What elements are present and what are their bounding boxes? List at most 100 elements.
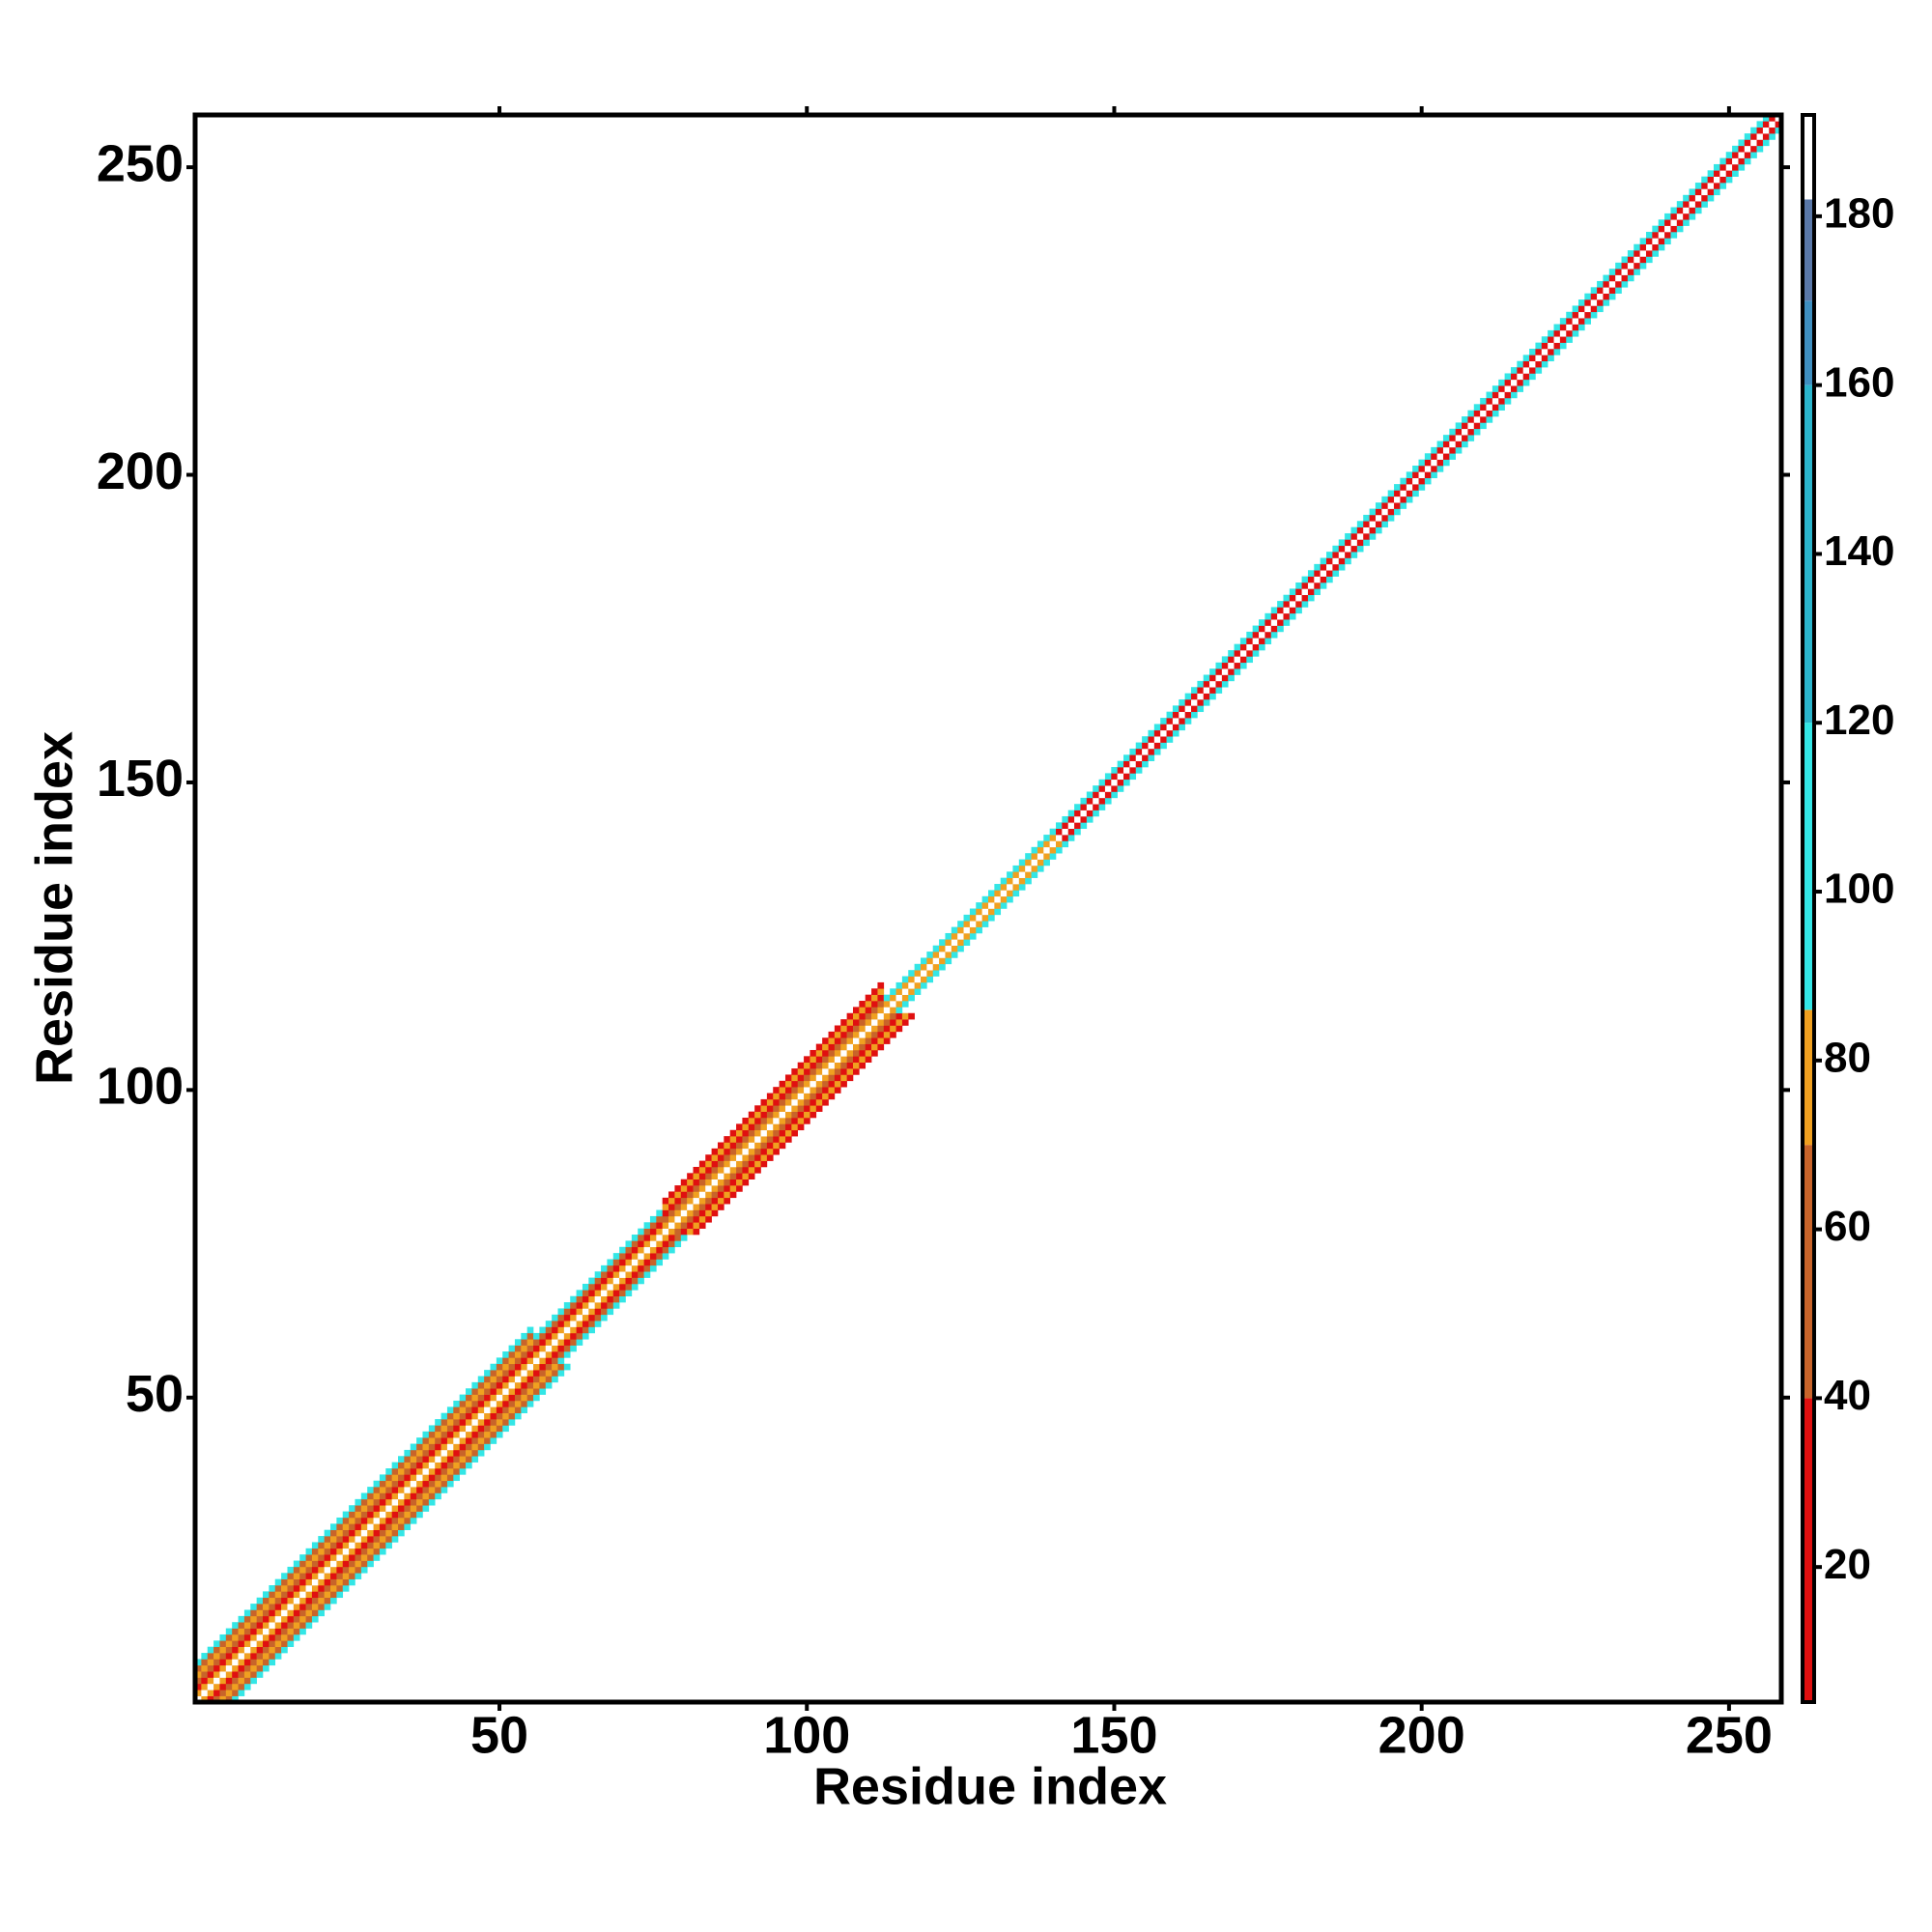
cell xyxy=(834,1062,841,1069)
cell xyxy=(281,1622,288,1629)
cell xyxy=(1025,853,1032,860)
cell xyxy=(453,1431,460,1438)
cell xyxy=(225,1634,233,1641)
y-axis-label: Residue index xyxy=(25,731,83,1085)
cell xyxy=(250,1628,257,1635)
cell xyxy=(440,1462,448,1469)
cell xyxy=(1356,526,1364,534)
cell xyxy=(920,957,927,965)
cell xyxy=(810,1074,817,1082)
cell xyxy=(810,1049,817,1057)
cell xyxy=(404,1487,412,1493)
cell xyxy=(612,1264,620,1272)
cell xyxy=(545,1339,553,1346)
cell xyxy=(791,1080,799,1088)
cell xyxy=(1148,754,1155,761)
cell xyxy=(219,1664,227,1672)
cell xyxy=(865,1056,872,1064)
cell xyxy=(1031,846,1038,854)
cell xyxy=(219,1646,227,1654)
cell xyxy=(871,1012,878,1020)
cell xyxy=(914,970,922,977)
cell xyxy=(908,970,915,977)
cell xyxy=(1732,152,1739,158)
cell xyxy=(834,1037,841,1044)
cell xyxy=(355,1548,362,1555)
cell xyxy=(1326,557,1333,565)
cell xyxy=(367,1511,374,1519)
cell xyxy=(1148,742,1155,750)
cell xyxy=(1246,643,1253,651)
cell xyxy=(1043,853,1050,860)
cell xyxy=(496,1388,503,1395)
cell xyxy=(656,1209,663,1217)
cell xyxy=(238,1640,245,1647)
cell xyxy=(1259,619,1265,626)
cell xyxy=(1775,115,1781,122)
cell xyxy=(1522,355,1530,362)
cell xyxy=(625,1240,633,1248)
cell xyxy=(705,1166,712,1174)
cell xyxy=(453,1419,460,1426)
cell xyxy=(594,1308,602,1316)
cell xyxy=(256,1659,264,1666)
cell xyxy=(269,1622,276,1629)
cell xyxy=(1694,201,1702,208)
cell xyxy=(526,1394,534,1402)
cell xyxy=(349,1560,355,1568)
cell xyxy=(1295,594,1302,602)
cell xyxy=(490,1400,497,1407)
cell xyxy=(1314,570,1321,577)
cell xyxy=(435,1492,441,1500)
cell xyxy=(588,1314,595,1321)
cell xyxy=(804,1105,810,1112)
cell xyxy=(638,1271,644,1278)
cell xyxy=(552,1339,558,1346)
cell xyxy=(1338,539,1346,547)
cell xyxy=(1332,557,1340,565)
colorbar-tick-label: 180 xyxy=(1824,189,1894,237)
cell xyxy=(760,1148,768,1155)
cell xyxy=(822,1062,829,1069)
colorbar-tick-label: 20 xyxy=(1824,1541,1871,1588)
cell xyxy=(877,1019,885,1026)
cell xyxy=(1018,859,1026,867)
cell xyxy=(607,1290,614,1296)
cell xyxy=(729,1173,737,1180)
cell xyxy=(1314,588,1321,596)
cell xyxy=(526,1363,534,1371)
cell xyxy=(1283,601,1291,608)
cell xyxy=(1608,269,1616,275)
cell xyxy=(625,1253,633,1260)
cell xyxy=(213,1695,220,1702)
cell xyxy=(810,1068,817,1075)
cell xyxy=(1707,183,1715,189)
cell xyxy=(232,1690,239,1696)
cell xyxy=(416,1474,423,1482)
cell xyxy=(410,1462,417,1469)
cell xyxy=(299,1597,306,1605)
cell xyxy=(398,1505,405,1512)
cell xyxy=(674,1185,682,1192)
cell xyxy=(582,1295,589,1303)
cell xyxy=(318,1548,325,1555)
cell xyxy=(336,1591,344,1599)
cell xyxy=(1597,305,1604,313)
cell xyxy=(416,1468,423,1475)
cell xyxy=(385,1529,392,1537)
cell xyxy=(1086,797,1094,805)
cell xyxy=(355,1560,362,1568)
cell xyxy=(446,1449,454,1457)
cell xyxy=(1239,656,1247,664)
cell xyxy=(1689,213,1696,220)
cell xyxy=(514,1394,522,1402)
cell xyxy=(1283,612,1291,620)
cell xyxy=(945,932,952,940)
cell xyxy=(349,1505,355,1512)
cell xyxy=(496,1431,503,1438)
cell xyxy=(859,1019,867,1026)
cell xyxy=(1548,336,1554,343)
cell xyxy=(1123,754,1130,761)
cell xyxy=(342,1511,350,1519)
cell xyxy=(828,1049,836,1057)
